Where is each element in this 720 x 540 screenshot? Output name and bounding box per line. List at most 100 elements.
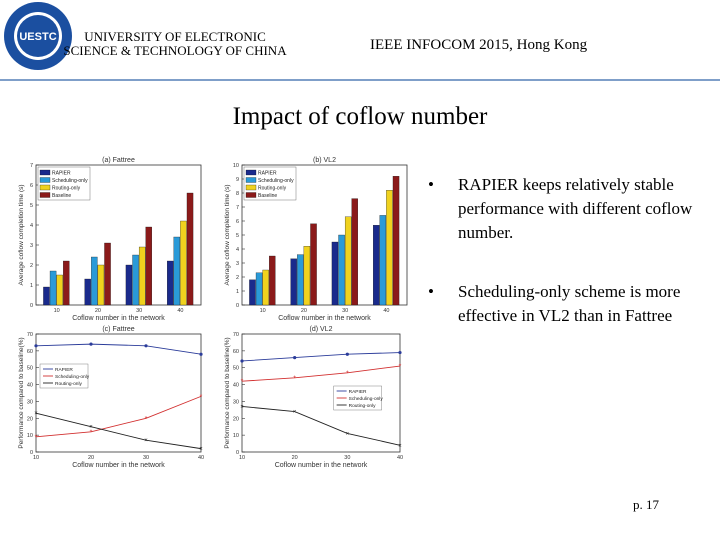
y-tick-label: 6 bbox=[236, 219, 239, 225]
y-tick-label: 6 bbox=[30, 183, 33, 189]
x-tick-label: 10 bbox=[33, 455, 39, 461]
bar bbox=[56, 274, 63, 306]
data-point: × bbox=[34, 411, 38, 417]
y-tick-label: 3 bbox=[30, 243, 33, 249]
data-point bbox=[345, 352, 349, 356]
bar bbox=[186, 192, 194, 306]
x-tick-label: 30 bbox=[143, 455, 149, 461]
plot-frame bbox=[35, 333, 202, 453]
bar bbox=[43, 286, 50, 306]
bar bbox=[297, 254, 304, 306]
chart-title: (a) Fattree bbox=[102, 157, 135, 164]
data-point: * bbox=[145, 416, 148, 423]
y-tick-label: 30 bbox=[233, 399, 239, 405]
legend-label: Baseline bbox=[52, 193, 71, 199]
chart-title: (c) Fattree bbox=[102, 326, 134, 333]
x-axis-label: Coflow number in the network bbox=[72, 462, 165, 469]
legend-label: Routing-only bbox=[55, 381, 83, 387]
data-point bbox=[89, 342, 93, 346]
legend-label: RAPIER bbox=[52, 171, 71, 177]
data-point: * bbox=[346, 370, 349, 377]
y-tick-label: 3 bbox=[236, 261, 239, 267]
bar bbox=[63, 260, 70, 306]
x-tick-label: 40 bbox=[383, 308, 389, 314]
data-point bbox=[240, 359, 244, 363]
slide-title: Impact of coflow number bbox=[232, 103, 488, 130]
legend-label: RAPIER bbox=[55, 367, 73, 373]
y-tick-label: 10 bbox=[233, 433, 239, 439]
bullet-item: • RAPIER keeps relatively stable perform… bbox=[428, 173, 698, 245]
bar bbox=[138, 246, 146, 306]
bullet-item: • Scheduling-only scheme is more effecti… bbox=[428, 280, 698, 328]
bar bbox=[344, 216, 352, 306]
bar bbox=[255, 272, 263, 306]
x-axis-label: Coflow number in the network bbox=[275, 462, 368, 469]
legend-swatch bbox=[245, 184, 257, 191]
y-tick-label: 50 bbox=[233, 366, 239, 372]
x-tick-label: 10 bbox=[54, 308, 60, 314]
legend-label: Scheduling-only bbox=[52, 178, 88, 184]
legend-label: Routing-only bbox=[349, 403, 377, 409]
conference-name: IEEE INFOCOM 2015, Hong Kong bbox=[370, 37, 588, 53]
series-line bbox=[241, 352, 401, 362]
series-line bbox=[35, 395, 202, 438]
y-tick-label: 0 bbox=[236, 450, 239, 456]
bar bbox=[49, 270, 57, 306]
bar bbox=[97, 264, 105, 306]
y-tick-label: 1 bbox=[30, 283, 33, 289]
university-name: UNIVERSITY OF ELECTRONIC SCIENCE & TECHN… bbox=[63, 29, 287, 58]
y-tick-label: 40 bbox=[233, 383, 239, 389]
bar bbox=[249, 279, 256, 306]
y-tick-label: 5 bbox=[236, 233, 239, 239]
y-tick-label: 40 bbox=[27, 383, 33, 389]
bar bbox=[373, 225, 380, 306]
y-tick-label: 0 bbox=[30, 450, 33, 456]
data-point bbox=[144, 344, 148, 348]
data-point: * bbox=[200, 394, 203, 401]
series-line bbox=[35, 343, 202, 355]
y-axis-label: Performance compared to baseline(%) bbox=[224, 337, 231, 448]
x-tick-label: 20 bbox=[292, 455, 298, 461]
data-point: × bbox=[398, 443, 402, 449]
logo-text: UESTC bbox=[19, 31, 56, 43]
data-point: * bbox=[90, 429, 93, 436]
header-divider bbox=[0, 79, 720, 81]
legend-label: Scheduling-only bbox=[349, 396, 384, 402]
bar bbox=[84, 278, 91, 306]
legend-swatch bbox=[245, 169, 257, 176]
bullet-symbol: • bbox=[428, 175, 434, 194]
bar bbox=[125, 264, 133, 306]
data-point: * bbox=[399, 364, 402, 371]
y-axis-label: Average coflow completion time (s) bbox=[224, 184, 231, 285]
bullet-symbol: • bbox=[428, 282, 434, 301]
y-tick-label: 7 bbox=[30, 163, 33, 169]
y-tick-label: 4 bbox=[236, 247, 239, 253]
y-tick-label: 8 bbox=[236, 191, 239, 197]
y-tick-label: 10 bbox=[27, 433, 33, 439]
y-tick-label: 2 bbox=[236, 275, 239, 281]
y-tick-label: 30 bbox=[27, 399, 33, 405]
bar bbox=[338, 234, 345, 306]
y-tick-label: 60 bbox=[27, 349, 33, 355]
y-tick-label: 4 bbox=[30, 223, 33, 229]
y-tick-label: 9 bbox=[236, 177, 239, 183]
y-axis-label: Performance compared to baseline(%) bbox=[18, 337, 25, 448]
data-point: × bbox=[240, 404, 244, 410]
chart-title: (d) VL2 bbox=[310, 326, 333, 333]
legend-swatch bbox=[39, 184, 51, 191]
bar bbox=[91, 256, 98, 306]
data-point: * bbox=[35, 434, 38, 441]
legend-label: RAPIER bbox=[258, 171, 277, 177]
bar bbox=[262, 269, 269, 306]
page-number: p. 17 bbox=[633, 497, 659, 512]
series-line bbox=[241, 365, 401, 382]
y-axis-label: Average coflow completion time (s) bbox=[18, 184, 25, 285]
data-point bbox=[34, 344, 38, 348]
chart-panel: (b) VL2 Coflow number in the network Avera… bbox=[224, 157, 408, 322]
bar bbox=[104, 242, 111, 306]
legend-label: Scheduling-only bbox=[258, 178, 294, 184]
x-tick-label: 40 bbox=[177, 308, 183, 314]
